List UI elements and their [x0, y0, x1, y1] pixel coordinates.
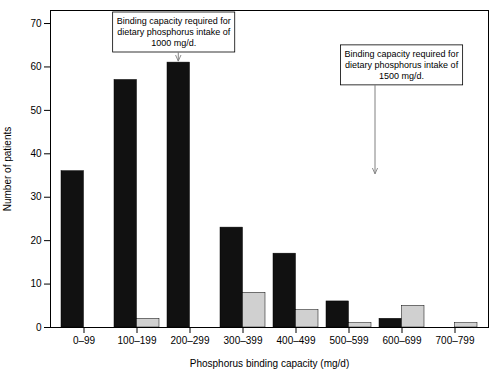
svg-text:Binding capacity required ford: Binding capacity required fordietary pho… — [345, 49, 459, 81]
svg-text:70: 70 — [30, 18, 42, 29]
svg-text:200–299: 200–299 — [171, 335, 210, 346]
svg-text:300–399: 300–399 — [224, 335, 263, 346]
svg-text:60: 60 — [30, 61, 42, 72]
svg-text:Number of patients: Number of patients — [2, 127, 13, 212]
svg-text:30: 30 — [30, 191, 42, 202]
svg-text:20: 20 — [30, 235, 42, 246]
svg-text:100–199: 100–199 — [118, 335, 157, 346]
svg-text:600–699: 600–699 — [383, 335, 422, 346]
svg-text:Phosphorus binding capacity (m: Phosphorus binding capacity (mg/d) — [190, 358, 350, 369]
svg-text:400–499: 400–499 — [277, 335, 316, 346]
svg-text:10: 10 — [30, 278, 42, 289]
svg-text:0: 0 — [36, 322, 42, 333]
svg-text:40: 40 — [30, 148, 42, 159]
svg-text:50: 50 — [30, 105, 42, 116]
svg-text:Binding capacity required ford: Binding capacity required fordietary pho… — [117, 16, 231, 48]
svg-text:500–599: 500–599 — [330, 335, 369, 346]
svg-text:700–799: 700–799 — [436, 335, 475, 346]
svg-text:0–99: 0–99 — [73, 335, 96, 346]
